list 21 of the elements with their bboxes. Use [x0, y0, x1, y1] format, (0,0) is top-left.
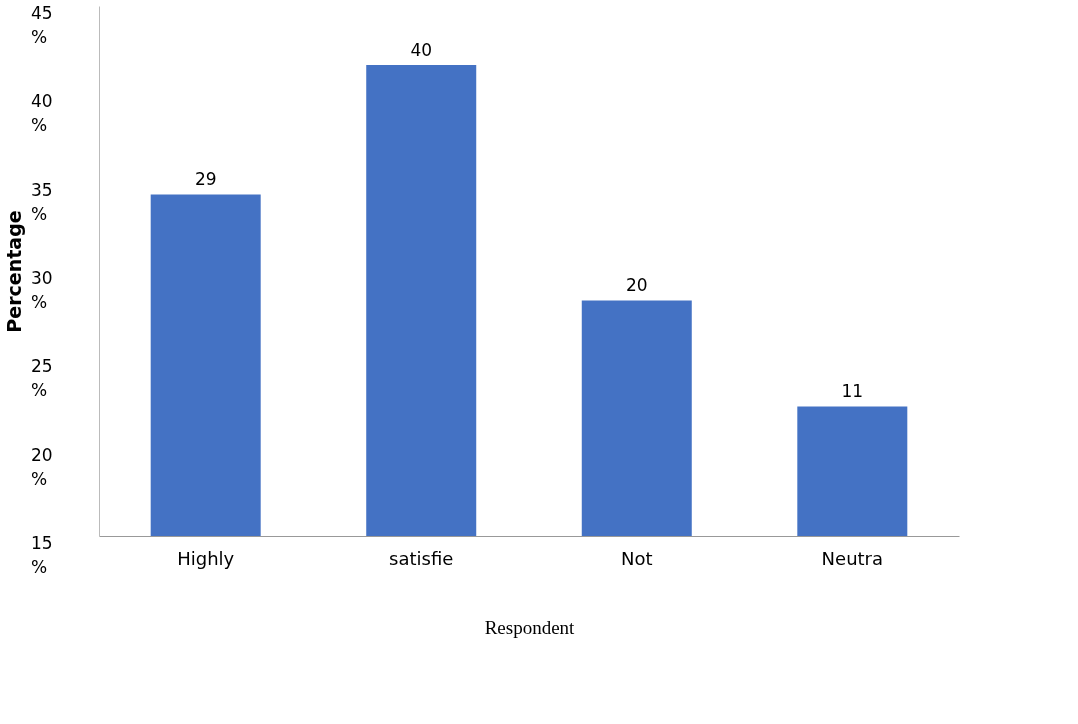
text: 30 %: [31, 268, 53, 312]
bar: [366, 64, 477, 536]
x-tick-label: Neutra: [821, 547, 884, 569]
data-label: 40: [410, 39, 433, 60]
text: 35 %: [31, 179, 53, 224]
x-tick-label: Not: [621, 547, 653, 569]
text: 45 %: [31, 3, 53, 47]
x-axis-title: Respondent: [484, 616, 576, 638]
y-axis-title: Percentage: [2, 210, 25, 333]
data-label: 11: [841, 381, 864, 402]
bar: [150, 194, 261, 536]
text: 40 %: [31, 91, 53, 136]
bar: [581, 300, 692, 536]
text: 25 %: [31, 356, 53, 401]
text: 20 %: [31, 444, 53, 489]
data-label: 20: [625, 275, 648, 296]
x-tick-label: satisfie: [389, 547, 454, 569]
text: 15 %: [31, 533, 53, 577]
bar: [797, 406, 908, 536]
data-label: 29: [194, 169, 217, 190]
x-tick-label: Highly: [177, 547, 235, 569]
